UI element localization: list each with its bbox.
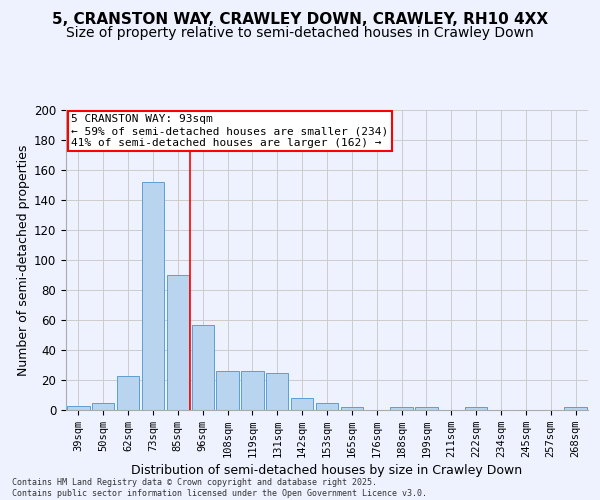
Bar [291, 398, 313, 410]
Y-axis label: Number of semi-detached properties: Number of semi-detached properties [17, 144, 30, 376]
Bar [191, 324, 214, 410]
Bar [117, 376, 139, 410]
Bar [266, 372, 289, 410]
Bar [341, 407, 363, 410]
Bar [241, 371, 263, 410]
Text: Contains HM Land Registry data © Crown copyright and database right 2025.
Contai: Contains HM Land Registry data © Crown c… [12, 478, 427, 498]
Bar [415, 407, 437, 410]
Bar [142, 182, 164, 410]
Bar [565, 407, 587, 410]
Bar [167, 275, 189, 410]
Text: 5 CRANSTON WAY: 93sqm
← 59% of semi-detached houses are smaller (234)
41% of sem: 5 CRANSTON WAY: 93sqm ← 59% of semi-deta… [71, 114, 388, 148]
Text: Size of property relative to semi-detached houses in Crawley Down: Size of property relative to semi-detach… [66, 26, 534, 40]
Bar [465, 407, 487, 410]
Bar [316, 402, 338, 410]
X-axis label: Distribution of semi-detached houses by size in Crawley Down: Distribution of semi-detached houses by … [131, 464, 523, 477]
Bar [92, 402, 115, 410]
Bar [391, 407, 413, 410]
Bar [217, 371, 239, 410]
Text: 5, CRANSTON WAY, CRAWLEY DOWN, CRAWLEY, RH10 4XX: 5, CRANSTON WAY, CRAWLEY DOWN, CRAWLEY, … [52, 12, 548, 28]
Bar [67, 406, 89, 410]
